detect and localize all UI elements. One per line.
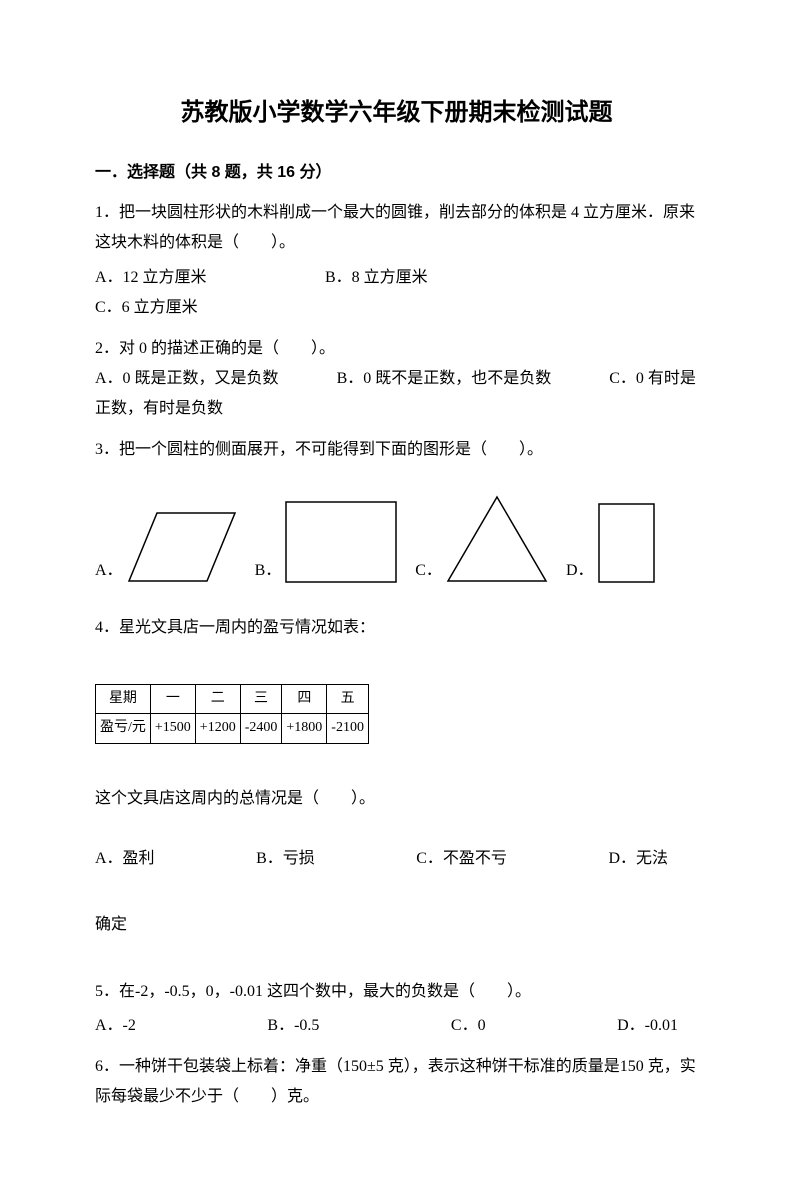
parallelogram-icon	[127, 511, 237, 583]
triangle-icon	[446, 495, 548, 583]
q3-label-b: B．	[255, 563, 282, 583]
q3-label-c: C．	[415, 563, 442, 583]
question-2-options: A．0 既是正数，又是负数 B．0 既不是正数，也不是负数 C．0 有时是正数，…	[95, 364, 698, 425]
question-6-text: 6．一种饼干包装袋上标着：净重（150±5 克），表示这种饼干标准的质量是150…	[95, 1052, 698, 1113]
q5-option-d[interactable]: D．-0.01	[617, 1011, 678, 1041]
question-3-text: 3．把一个圆柱的侧面展开，不可能得到下面的图形是（ ）。	[95, 435, 698, 465]
q5-option-b[interactable]: B．-0.5	[267, 1011, 319, 1041]
q1-option-a[interactable]: A．12 立方厘米	[95, 263, 305, 293]
section-header: 一．选择题（共 8 题，共 16 分）	[95, 158, 698, 188]
profit-table: 星期 一 二 三 四 五 盈亏/元 +1500 +1200 -2400 +180…	[95, 684, 369, 744]
q2-option-b[interactable]: B．0 既不是正数，也不是负数	[337, 370, 552, 387]
question-2: 2．对 0 的描述正确的是（ ）。 A．0 既是正数，又是负数 B．0 既不是正…	[95, 334, 698, 425]
rectangle-wide-icon	[285, 501, 397, 583]
question-3-shapes: A． B． C． D．	[95, 495, 698, 583]
q3-option-d[interactable]: D．	[566, 503, 655, 583]
table-cell: 五	[327, 684, 369, 714]
q3-label-d: D．	[566, 563, 594, 583]
page-title: 苏教版小学数学六年级下册期末检测试题	[95, 90, 698, 136]
table-cell: 二	[195, 684, 240, 714]
table-cell: -2100	[327, 714, 369, 744]
question-1: 1．把一块圆柱形状的木料削成一个最大的圆锥，削去部分的体积是 4 立方厘米．原来…	[95, 198, 698, 324]
table-cell: -2400	[240, 714, 282, 744]
q1-option-c[interactable]: C．6 立方厘米	[95, 293, 245, 323]
table-cell: 一	[150, 684, 195, 714]
question-2-text: 2．对 0 的描述正确的是（ ）。	[95, 334, 698, 364]
rectangle-tall-icon	[598, 503, 655, 583]
table-cell: +1500	[150, 714, 195, 744]
q4-option-b[interactable]: B．亏损	[256, 844, 315, 874]
q5-option-a[interactable]: A．-2	[95, 1011, 136, 1041]
q3-option-b[interactable]: B．	[255, 501, 398, 583]
q4-option-d[interactable]: D．无法	[608, 844, 668, 874]
question-1-text: 1．把一块圆柱形状的木料削成一个最大的圆锥，削去部分的体积是 4 立方厘米．原来…	[95, 198, 698, 259]
question-4-options: A．盈利 B．亏损 C．不盈不亏 D．无法	[95, 844, 698, 874]
question-5-text: 5．在-2，-0.5，0，-0.01 这四个数中，最大的负数是（ ）。	[95, 977, 698, 1007]
question-5: 5．在-2，-0.5，0，-0.01 这四个数中，最大的负数是（ ）。 A．-2…	[95, 977, 698, 1042]
table-cell: 四	[282, 684, 327, 714]
table-cell: +1800	[282, 714, 327, 744]
q2-option-a[interactable]: A．0 既是正数，又是负数	[95, 370, 279, 387]
q4-option-c[interactable]: C．不盈不亏	[416, 844, 507, 874]
exam-page: 苏教版小学数学六年级下册期末检测试题 一．选择题（共 8 题，共 16 分） 1…	[0, 0, 793, 1182]
table-cell: 星期	[96, 684, 151, 714]
q3-option-c[interactable]: C．	[415, 495, 548, 583]
q5-option-c[interactable]: C．0	[451, 1011, 486, 1041]
q1-option-b[interactable]: B．8 立方厘米	[325, 263, 535, 293]
q3-option-a[interactable]: A．	[95, 511, 237, 583]
table-cell: 三	[240, 684, 282, 714]
table-row: 星期 一 二 三 四 五	[96, 684, 369, 714]
q4-option-a[interactable]: A．盈利	[95, 844, 155, 874]
table-cell: +1200	[195, 714, 240, 744]
question-3: 3．把一个圆柱的侧面展开，不可能得到下面的图形是（ ）。 A． B． C．	[95, 435, 698, 583]
question-6: 6．一种饼干包装袋上标着：净重（150±5 克），表示这种饼干标准的质量是150…	[95, 1052, 698, 1113]
q4-option-d-cont: 确定	[95, 910, 698, 940]
question-5-options: A．-2 B．-0.5 C．0 D．-0.01	[95, 1011, 698, 1041]
table-row: 盈亏/元 +1500 +1200 -2400 +1800 -2100	[96, 714, 369, 744]
question-4: 4．星光文具店一周内的盈亏情况如表： 星期 一 二 三 四 五 盈亏/元 +15…	[95, 613, 698, 941]
table-cell: 盈亏/元	[96, 714, 151, 744]
question-4-followup: 这个文具店这周内的总情况是（ ）。	[95, 784, 698, 814]
q3-label-a: A．	[95, 563, 123, 583]
question-4-text: 4．星光文具店一周内的盈亏情况如表：	[95, 613, 698, 643]
question-1-options: A．12 立方厘米 B．8 立方厘米 C．6 立方厘米	[95, 263, 698, 324]
